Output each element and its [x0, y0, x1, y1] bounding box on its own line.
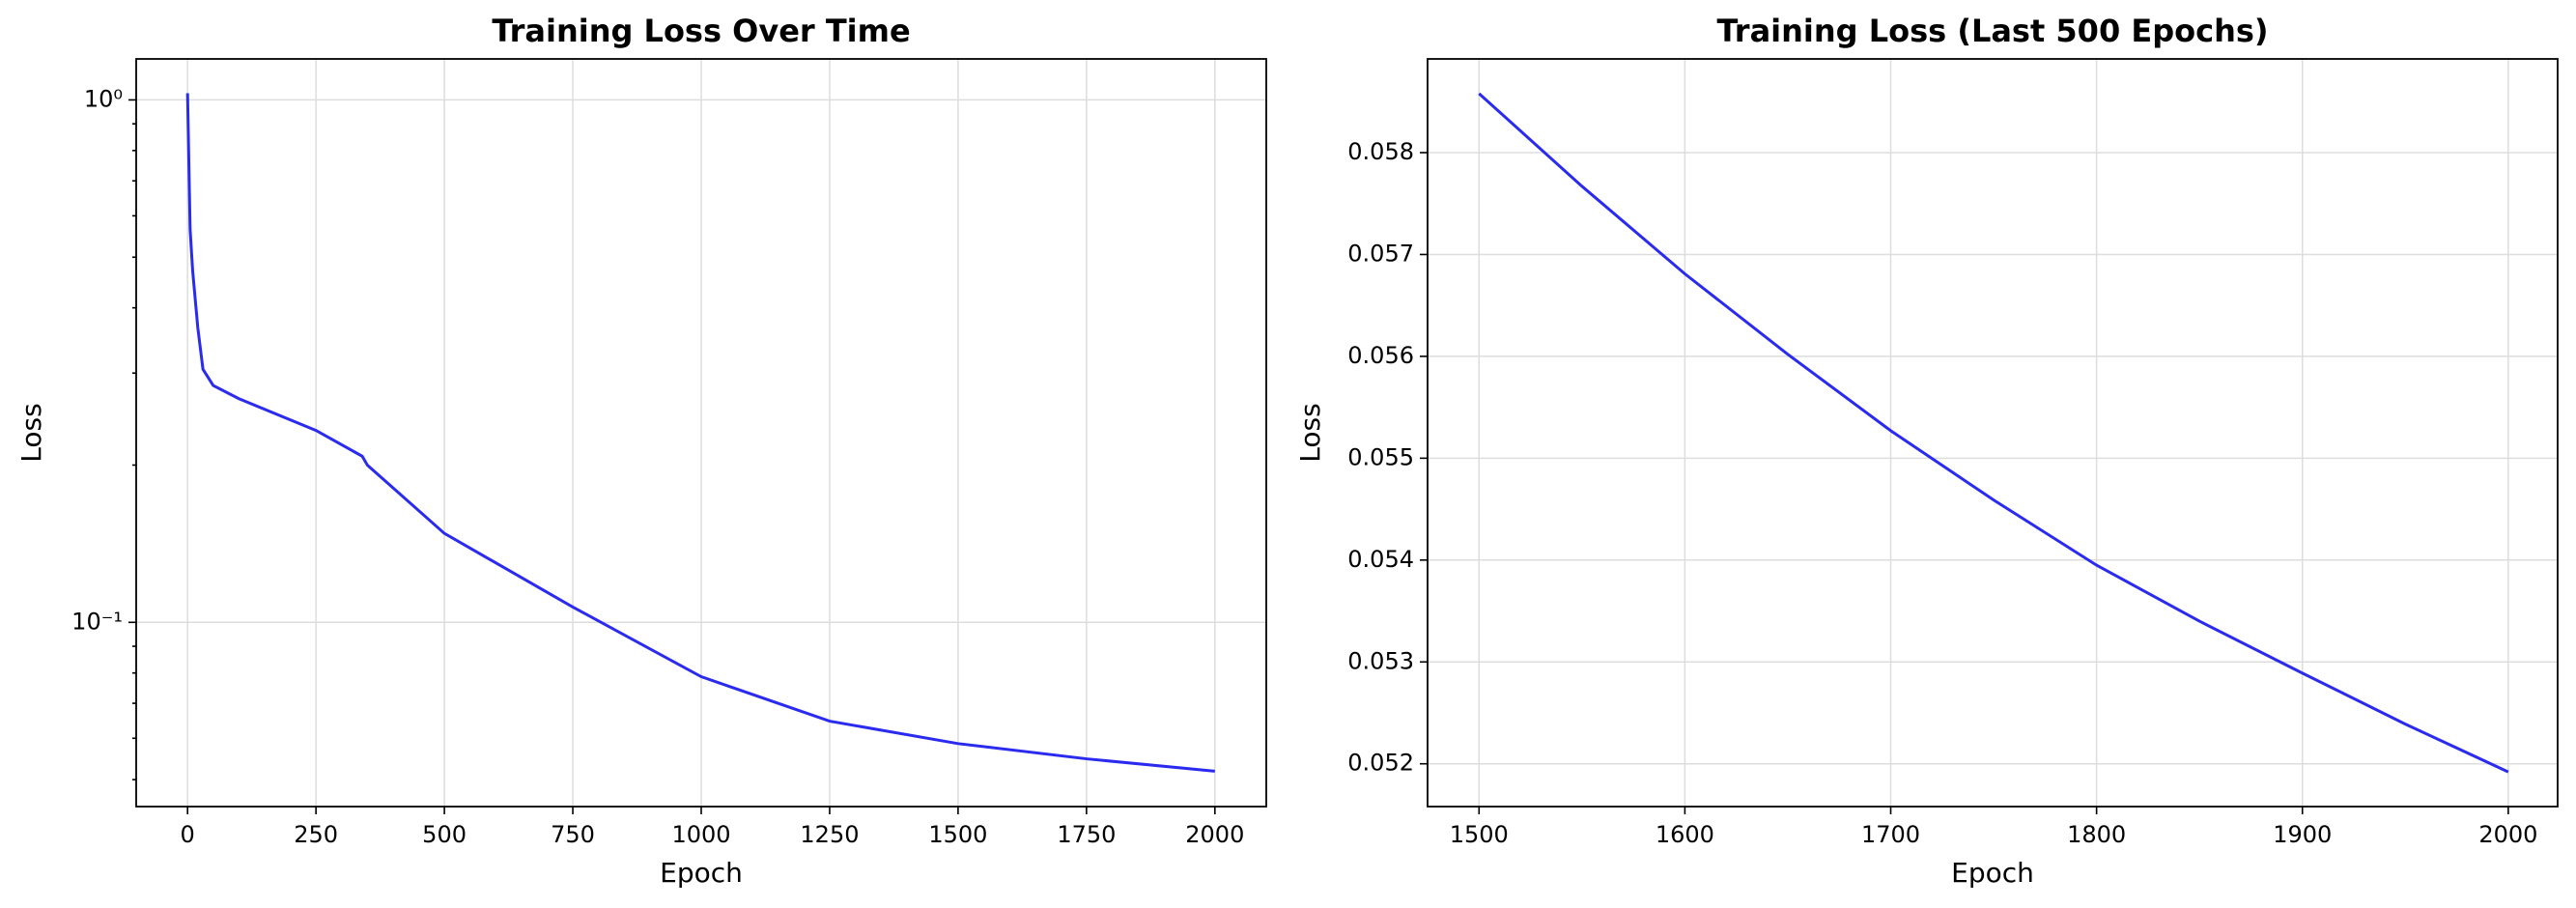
chart-title: Training Loss Over Time — [492, 13, 910, 49]
y-tick-label: 0.052 — [1347, 750, 1414, 777]
chart-title: Training Loss (Last 500 Epochs) — [1716, 13, 2268, 49]
y-tick-label: 0.057 — [1347, 240, 1414, 267]
x-tick-label: 1700 — [1861, 821, 1920, 848]
y-tick-label: 0.058 — [1347, 138, 1414, 165]
plot-frame — [1427, 58, 2559, 808]
y-tick-label: 10⁰ — [84, 85, 123, 112]
y-axis-label: Loss — [1294, 403, 1326, 462]
x-tick-label: 1750 — [1057, 821, 1116, 848]
y-axis-label: Loss — [15, 403, 47, 462]
y-tick-label: 0.054 — [1347, 546, 1414, 573]
x-tick-label: 500 — [422, 821, 467, 848]
loss-line — [185, 93, 1215, 773]
x-tick-label: 1600 — [1656, 821, 1714, 848]
x-axis-label: Epoch — [660, 857, 743, 889]
y-tick-label: 0.055 — [1347, 443, 1414, 470]
x-tick-label: 0 — [181, 821, 195, 848]
x-tick-label: 1000 — [671, 821, 730, 848]
x-tick-label: 750 — [551, 821, 595, 848]
x-tick-label: 2000 — [1185, 821, 1244, 848]
x-tick-label: 1250 — [800, 821, 859, 848]
y-tick-label: 0.053 — [1347, 647, 1414, 674]
x-tick-label: 1900 — [2273, 821, 2332, 848]
loss-line — [1478, 92, 2509, 774]
x-tick-label: 1500 — [1450, 821, 1509, 848]
x-tick-label: 2000 — [2478, 821, 2537, 848]
x-tick-label: 1800 — [2067, 821, 2126, 848]
x-tick-label: 250 — [294, 821, 338, 848]
y-tick-label: 0.056 — [1347, 342, 1414, 369]
y-tick-label: 10⁻¹ — [71, 608, 123, 635]
x-tick-label: 1500 — [928, 821, 987, 848]
x-axis-label: Epoch — [1951, 857, 2034, 889]
plot-frame — [135, 58, 1267, 808]
